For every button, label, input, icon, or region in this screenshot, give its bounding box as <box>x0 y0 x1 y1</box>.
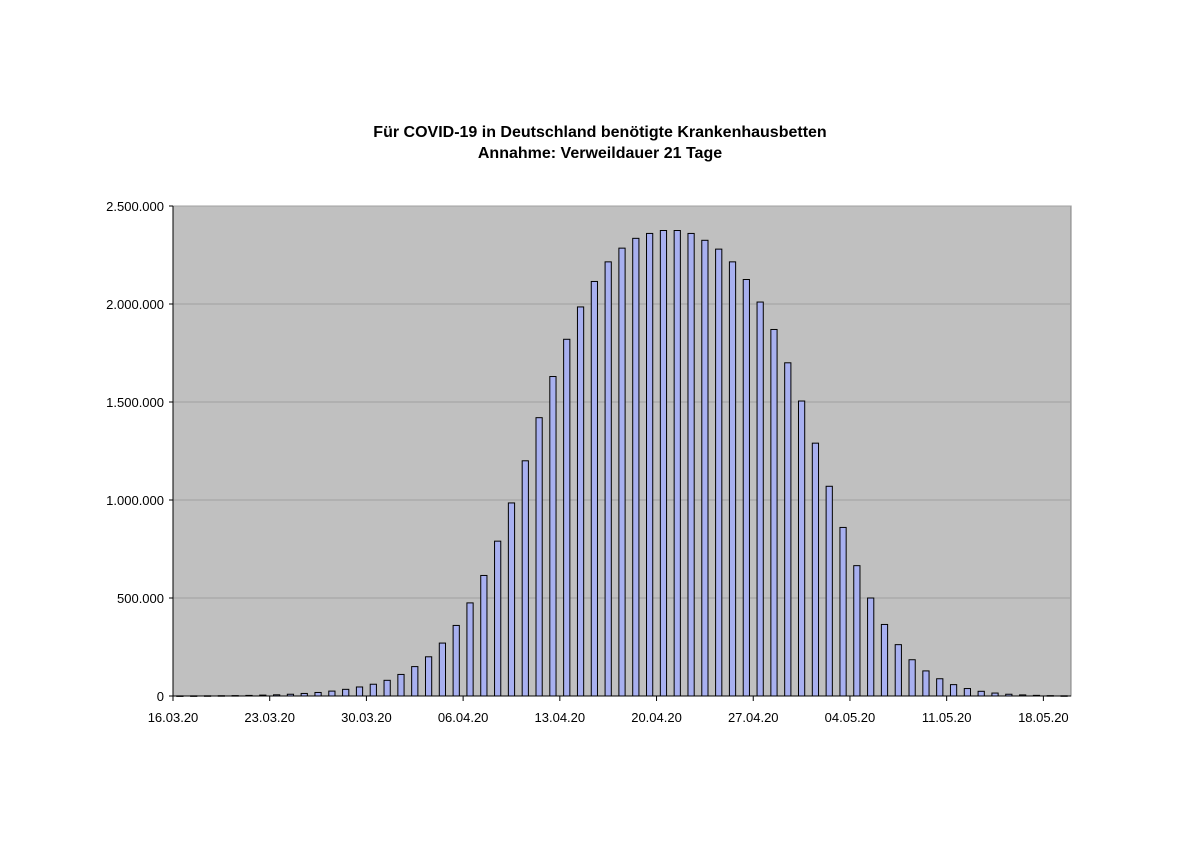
x-tick-label: 23.03.20 <box>244 710 295 725</box>
x-axis-labels: 16.03.20 23.03.20 30.03.20 06.04.20 13.04.20… <box>148 710 1069 725</box>
bar <box>880 623 889 697</box>
bar <box>397 673 405 697</box>
y-tick-label: 1.000.000 <box>106 493 164 508</box>
x-tick-label: 11.05.20 <box>922 710 972 725</box>
bar <box>797 400 806 697</box>
bar <box>867 597 875 697</box>
bar <box>424 656 433 697</box>
bar <box>784 362 792 697</box>
bar <box>383 679 391 697</box>
bar <box>949 684 958 697</box>
y-tick-label: 0 <box>157 689 164 704</box>
y-axis-labels: 0 500.000 1.000.000 1.500.000 2.000.000 2.500… <box>106 199 164 704</box>
x-tick-label: 06.04.20 <box>438 710 489 725</box>
bar <box>756 301 764 697</box>
bar <box>466 602 474 697</box>
bar <box>521 460 529 697</box>
bar <box>853 565 861 697</box>
bar <box>369 683 377 697</box>
chart-title-line1: Für COVID-19 in Deutschland benötigte Kr… <box>373 124 827 141</box>
bar <box>438 642 447 697</box>
bar <box>825 485 833 697</box>
bar <box>328 690 336 697</box>
bar <box>590 280 598 697</box>
y-tick-label: 1.500.000 <box>106 395 164 410</box>
bar <box>646 232 654 697</box>
bar <box>563 338 571 697</box>
bar <box>977 690 985 697</box>
bar <box>604 261 612 697</box>
bar <box>632 237 640 697</box>
bar <box>618 247 626 697</box>
bar <box>839 526 847 697</box>
bars <box>176 230 1068 697</box>
x-tick-label: 16.03.20 <box>148 710 199 725</box>
bar <box>549 376 557 697</box>
chart-title-line2: Annahme: Verweildauer 21 Tage <box>477 145 723 162</box>
x-tick-label: 13.04.20 <box>535 710 586 725</box>
bar <box>742 279 750 697</box>
bar <box>936 678 944 697</box>
bar <box>715 248 723 697</box>
bar <box>342 688 350 697</box>
bar <box>576 306 585 697</box>
bar <box>355 686 364 697</box>
bar <box>411 666 419 697</box>
bar <box>687 232 695 697</box>
bar <box>963 688 972 697</box>
chart-title: Für COVID-19 in Deutschland benötigte Kr… <box>0 122 1200 164</box>
bar <box>922 670 930 697</box>
bar <box>673 230 681 697</box>
x-tick-label: 04.05.20 <box>825 710 876 725</box>
bar <box>507 502 516 697</box>
bar <box>701 239 709 697</box>
axes <box>169 205 1071 701</box>
bar <box>770 328 778 697</box>
bar <box>314 691 322 697</box>
bar <box>480 574 488 697</box>
y-tick-label: 2.500.000 <box>106 199 164 214</box>
bar <box>811 442 820 697</box>
bar <box>494 540 502 697</box>
bar <box>728 261 737 697</box>
bar <box>452 624 460 697</box>
y-tick-label: 500.000 <box>117 591 164 606</box>
x-tick-label: 27.04.20 <box>728 710 779 725</box>
y-tick-label: 2.000.000 <box>106 297 164 312</box>
bar <box>908 659 916 697</box>
bar <box>894 644 902 697</box>
x-tick-label: 30.03.20 <box>341 710 392 725</box>
bar <box>659 230 668 697</box>
bar <box>535 417 543 697</box>
x-tick-label: 20.04.20 <box>631 710 682 725</box>
x-tick-label: 18.05.20 <box>1018 710 1069 725</box>
